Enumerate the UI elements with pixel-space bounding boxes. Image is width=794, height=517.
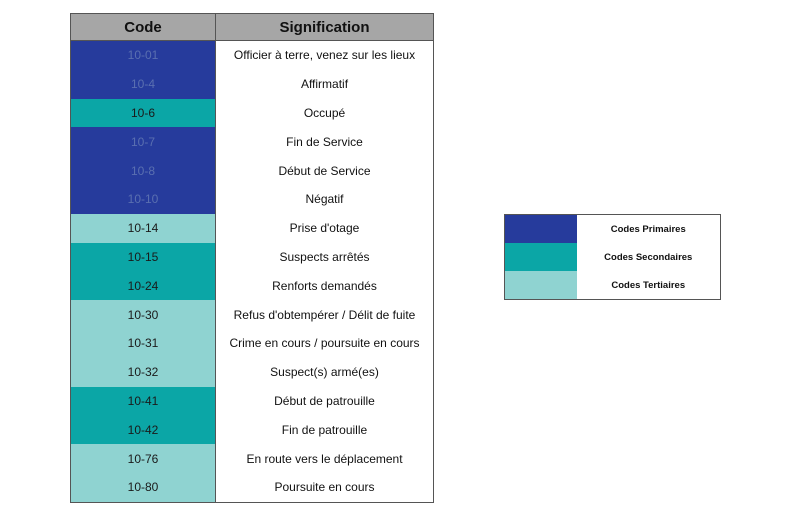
header-signification: Signification <box>215 13 434 41</box>
code-cell: 10-6 <box>70 98 216 128</box>
legend-label: Codes Primaires <box>576 214 721 243</box>
table-row: 10-31 Crime en cours / poursuite en cours <box>70 328 434 358</box>
code-cell: 10-10 <box>70 184 216 214</box>
signification-cell: Refus d'obtempérer / Délit de fuite <box>215 300 434 329</box>
table-row: 10-30 Refus d'obtempérer / Délit de fuite <box>70 300 434 329</box>
table-row: 10-15 Suspects arrêtés <box>70 242 434 272</box>
legend-label: Codes Secondaires <box>576 243 721 271</box>
code-cell: 10-24 <box>70 271 216 301</box>
signification-cell: En route vers le déplacement <box>215 444 434 473</box>
legend-item: Codes Secondaires <box>504 243 721 271</box>
code-cell: 10-30 <box>70 300 216 329</box>
legend: Codes Primaires Codes Secondaires Codes Te… <box>504 214 721 300</box>
code-cell: 10-42 <box>70 415 216 445</box>
code-cell: 10-14 <box>70 213 216 243</box>
code-cell: 10-31 <box>70 328 216 358</box>
signification-cell: Début de patrouille <box>215 386 434 416</box>
legend-swatch <box>504 214 577 243</box>
legend-item: Codes Tertiaires <box>504 271 721 300</box>
table-row: 10-8 Début de Service <box>70 156 434 185</box>
table-row: 10-80 Poursuite en cours <box>70 472 434 503</box>
codes-body: 10-01 Officier à terre, venez sur les lie… <box>70 40 434 503</box>
codes-table: Code Signification 10-01 Officier à terre… <box>70 13 434 503</box>
signification-cell: Affirmatif <box>215 69 434 99</box>
signification-cell: Occupé <box>215 98 434 128</box>
signification-cell: Prise d'otage <box>215 213 434 243</box>
signification-cell: Fin de patrouille <box>215 415 434 445</box>
signification-cell: Suspect(s) armé(es) <box>215 357 434 387</box>
signification-cell: Négatif <box>215 184 434 214</box>
table-row: 10-6 Occupé <box>70 98 434 128</box>
code-cell: 10-01 <box>70 40 216 70</box>
legend-body: Codes Primaires Codes Secondaires Codes Te… <box>504 214 721 300</box>
legend-label: Codes Tertiaires <box>576 271 721 300</box>
code-cell: 10-15 <box>70 242 216 272</box>
code-cell: 10-41 <box>70 386 216 416</box>
signification-cell: Officier à terre, venez sur les lieux <box>215 40 434 70</box>
code-cell: 10-4 <box>70 69 216 99</box>
legend-item: Codes Primaires <box>504 214 721 243</box>
signification-cell: Suspects arrêtés <box>215 242 434 272</box>
signification-cell: Crime en cours / poursuite en cours <box>215 328 434 358</box>
code-cell: 10-76 <box>70 444 216 473</box>
legend-swatch <box>504 271 577 300</box>
table-row: 10-76 En route vers le déplacement <box>70 444 434 473</box>
code-cell: 10-80 <box>70 472 216 503</box>
table-row: 10-01 Officier à terre, venez sur les lie… <box>70 40 434 70</box>
code-cell: 10-8 <box>70 156 216 185</box>
signification-cell: Début de Service <box>215 156 434 185</box>
signification-cell: Poursuite en cours <box>215 472 434 503</box>
header-code: Code <box>70 13 216 41</box>
table-row: 10-42 Fin de patrouille <box>70 415 434 445</box>
signification-cell: Renforts demandés <box>215 271 434 301</box>
header-row: Code Signification <box>70 13 434 41</box>
table-row: 10-4 Affirmatif <box>70 69 434 99</box>
signification-cell: Fin de Service <box>215 127 434 157</box>
table-row: 10-41 Début de patrouille <box>70 386 434 416</box>
code-cell: 10-7 <box>70 127 216 157</box>
table-row: 10-32 Suspect(s) armé(es) <box>70 357 434 387</box>
table-row: 10-14 Prise d'otage <box>70 213 434 243</box>
code-cell: 10-32 <box>70 357 216 387</box>
table-row: 10-24 Renforts demandés <box>70 271 434 301</box>
table-row: 10-10 Négatif <box>70 184 434 214</box>
table-row: 10-7 Fin de Service <box>70 127 434 157</box>
legend-swatch <box>504 243 577 271</box>
